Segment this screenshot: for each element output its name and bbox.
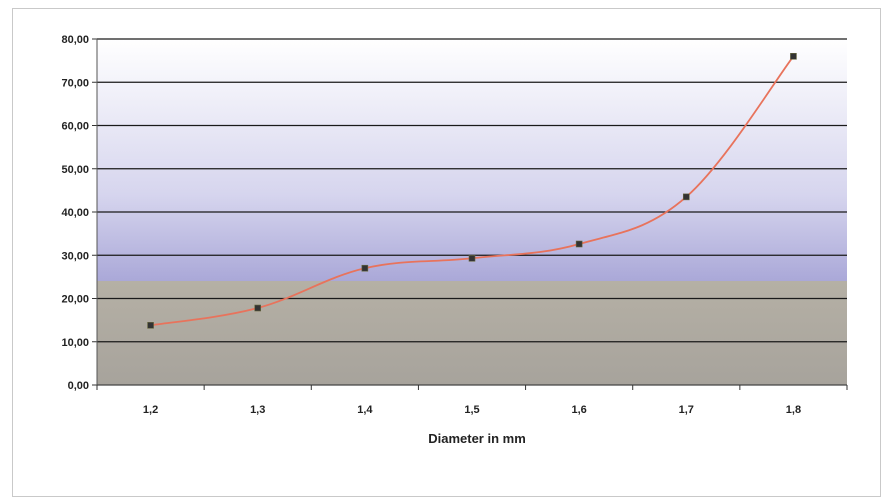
x-tick-label: 1,6 [571, 404, 586, 416]
x-tick-label: 1,4 [357, 404, 373, 416]
x-tick-label: 1,5 [464, 404, 479, 416]
data-point-marker [254, 304, 262, 312]
y-tick-label: 60,00 [61, 121, 89, 133]
data-point-marker [468, 254, 476, 262]
x-tick-label: 1,7 [679, 404, 694, 416]
y-tick-label: 50,00 [61, 164, 89, 176]
data-point-marker [147, 322, 154, 329]
y-tick-label: 20,00 [61, 294, 89, 306]
x-axis-title: Diameter in mm [428, 431, 526, 446]
x-tick-label: 1,3 [250, 404, 265, 416]
data-point-marker [682, 193, 690, 201]
chart-frame: 0,00 10,00 20,00 30,00 40,00 50,00 60,00 70,00 8… [12, 8, 881, 497]
data-point-marker [361, 264, 369, 272]
y-tick-label: 30,00 [61, 250, 89, 262]
y-tick-label: 0,00 [68, 380, 89, 392]
x-tick-label: 1,2 [143, 404, 158, 416]
y-tick-label: 80,00 [61, 34, 89, 46]
data-point-marker [790, 52, 797, 60]
y-tick-label: 40,00 [61, 207, 89, 219]
data-point-marker [575, 240, 583, 248]
x-tick-label: 1,8 [786, 404, 801, 416]
y-tick-label: 70,00 [61, 77, 89, 89]
y-tick-label: 10,00 [61, 337, 89, 349]
line-chart: 0,00 10,00 20,00 30,00 40,00 50,00 60,00 70,00 8… [61, 34, 848, 446]
